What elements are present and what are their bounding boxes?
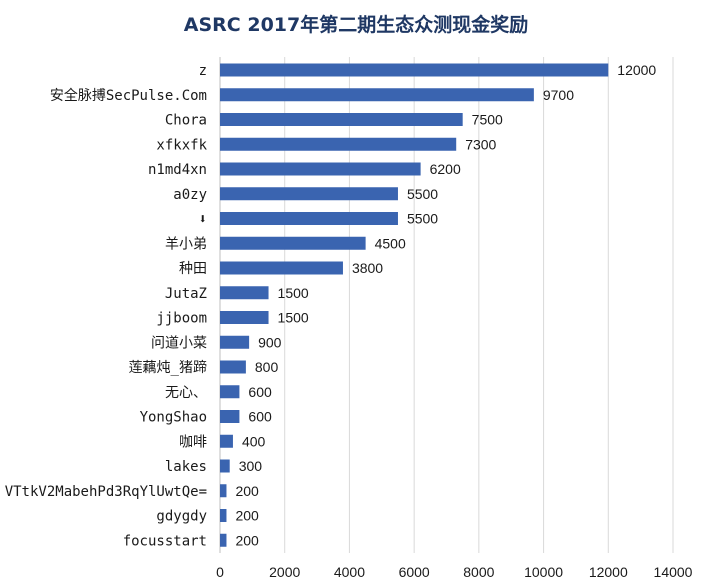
category-label: 莲藕炖_猪蹄 <box>129 359 207 376</box>
value-label: 1500 <box>278 310 309 326</box>
bar <box>220 533 227 547</box>
bar <box>220 63 609 77</box>
category-label: n1md4xn <box>148 162 207 178</box>
category-label: 咖啡 <box>179 434 207 450</box>
chart-title: ASRC 2017年第二期生态众测现金奖励 <box>184 13 528 36</box>
category-label: 无心、 <box>165 385 207 401</box>
bar <box>220 459 230 473</box>
category-label: JutaZ <box>165 286 207 302</box>
value-label: 900 <box>258 334 282 350</box>
category-label: a0zy <box>173 187 207 203</box>
bar <box>220 261 343 275</box>
category-label: z <box>199 63 207 79</box>
x-tick-label: 4000 <box>334 564 365 580</box>
value-label: 9700 <box>543 87 574 103</box>
bar <box>220 286 269 300</box>
x-tick-labels: 0 2000 4000 6000 8000 10000 12000 14000 <box>216 564 693 580</box>
value-label: 6200 <box>430 161 461 177</box>
x-tick-label: 6000 <box>399 564 430 580</box>
value-label: 3800 <box>352 260 383 276</box>
bar <box>220 236 366 250</box>
bar <box>220 509 227 522</box>
x-tick-label: 14000 <box>654 564 693 580</box>
category-labels: z 安全脉搏SecPulse.Com Chora xfkxfk n1md4xn a0zy ⬇… <box>5 63 208 549</box>
value-label: 7500 <box>472 112 503 128</box>
category-label: focusstart <box>123 533 207 549</box>
bar <box>220 88 534 102</box>
value-label: 800 <box>255 359 279 375</box>
bar <box>220 335 250 349</box>
bar <box>220 385 240 399</box>
category-label: ⬇ <box>199 212 207 228</box>
value-label: 600 <box>248 384 272 400</box>
grid-lines <box>284 57 674 553</box>
value-label: 400 <box>242 433 266 449</box>
bar <box>220 410 240 423</box>
category-label: VTtkV2MabehPd3RqYlUwtQe= <box>5 484 207 500</box>
bar <box>220 434 233 448</box>
value-label: 12000 <box>617 62 656 78</box>
bars <box>220 63 609 547</box>
value-labels: 1200097007500730062005500550045003800150… <box>235 62 656 548</box>
bar <box>220 360 246 374</box>
value-label: 200 <box>235 483 259 499</box>
value-label: 1500 <box>278 285 309 301</box>
value-label: 200 <box>235 508 259 524</box>
bar <box>220 137 457 151</box>
category-label: 羊小弟 <box>165 236 207 252</box>
value-label: 5500 <box>407 186 438 202</box>
category-label: lakes <box>165 459 207 475</box>
bar <box>220 113 463 126</box>
value-label: 5500 <box>407 211 438 227</box>
x-tick-label: 12000 <box>589 564 628 580</box>
category-label: gdygdy <box>156 509 207 525</box>
bar <box>220 162 421 176</box>
value-label: 300 <box>239 458 263 474</box>
bar <box>220 187 398 201</box>
x-tick-label: 0 <box>216 564 224 580</box>
category-label: Chora <box>165 113 207 129</box>
category-label: jjboom <box>156 311 207 327</box>
x-tick-label: 8000 <box>463 564 494 580</box>
value-label: 4500 <box>375 235 406 251</box>
value-label: 200 <box>235 532 259 548</box>
value-label: 600 <box>248 409 272 425</box>
value-label: 7300 <box>465 136 496 152</box>
category-label: 安全脉搏SecPulse.Com <box>50 87 207 104</box>
x-tick-label: 2000 <box>269 564 300 580</box>
bar <box>220 484 227 498</box>
x-tick-label: 10000 <box>524 564 563 580</box>
category-label: xfkxfk <box>156 137 207 153</box>
category-label: 种田 <box>179 261 207 277</box>
bar <box>220 212 398 225</box>
category-label: 问道小菜 <box>151 335 207 351</box>
bar <box>220 311 269 324</box>
category-label: YongShao <box>140 410 207 426</box>
